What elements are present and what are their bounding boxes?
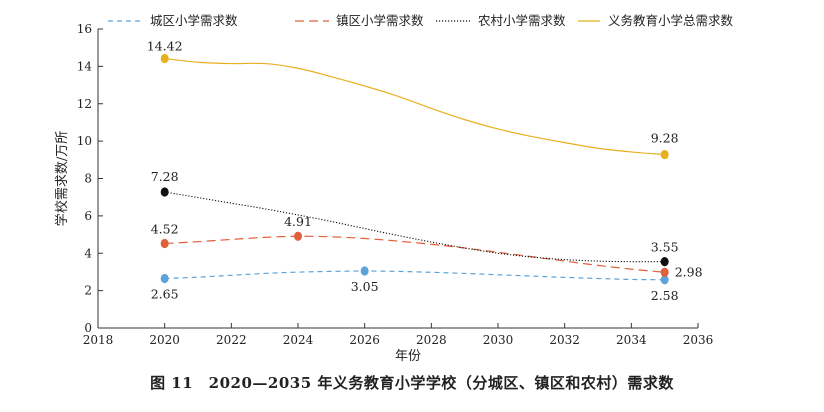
data-point bbox=[294, 231, 302, 241]
data-label: 2.98 bbox=[675, 264, 703, 279]
x-tick-label: 2026 bbox=[349, 333, 380, 347]
series-line-1 bbox=[164, 235, 665, 273]
data-label: 9.28 bbox=[651, 131, 679, 146]
series-group: 2.65 3.05 2.58 4.52 4.91 2.98 7.28 3.55 14.42 9.2… bbox=[147, 39, 703, 303]
data-label: 2.58 bbox=[651, 288, 679, 303]
data-label: 7.28 bbox=[151, 169, 179, 184]
legend-label: 镇区小学需求数 bbox=[336, 13, 424, 28]
y-tick-label: 10 bbox=[77, 134, 92, 148]
x-tick-label: 2032 bbox=[549, 333, 580, 347]
x-tick-label: 2034 bbox=[616, 333, 647, 347]
x-tick-label: 2018 bbox=[83, 333, 114, 347]
data-point bbox=[660, 149, 669, 160]
y-tick-label: 12 bbox=[77, 97, 92, 111]
data-label: 3.05 bbox=[351, 279, 379, 294]
legend-label: 城区小学需求数 bbox=[150, 13, 238, 28]
x-tick-label: 2028 bbox=[416, 333, 447, 347]
data-point bbox=[160, 53, 169, 64]
y-tick-label: 0 bbox=[84, 321, 92, 335]
axes: 0 2 4 6 8 10 12 14 16 2018 2020 2022 2024 2026 2028 203… bbox=[77, 22, 714, 347]
data-point bbox=[360, 266, 369, 276]
legend: 城区小学需求数 镇区小学需求数 农村小学需求数 义务教育小学总需求数 bbox=[108, 13, 734, 28]
data-point bbox=[660, 275, 669, 285]
data-point bbox=[160, 238, 169, 249]
legend-label: 义务教育小学总需求数 bbox=[608, 13, 734, 28]
x-tick-label: 2024 bbox=[283, 333, 314, 347]
data-point bbox=[660, 257, 669, 267]
series-line-0 bbox=[164, 270, 665, 281]
y-axis-label: 学校需求数/万所 bbox=[54, 131, 70, 226]
series-line-3 bbox=[164, 57, 665, 156]
y-tick-label: 8 bbox=[84, 172, 92, 186]
x-tick-label: 2022 bbox=[216, 333, 247, 347]
y-tick-label: 4 bbox=[84, 246, 92, 260]
x-tick-label: 2036 bbox=[683, 333, 714, 347]
series-line-2 bbox=[164, 191, 665, 263]
data-point bbox=[660, 267, 669, 277]
data-label: 4.52 bbox=[151, 222, 179, 237]
figure-caption: 图 11 2020—2035 年义务教育小学学校（分城区、镇区和农村）需求数 bbox=[150, 374, 674, 392]
y-tick-label: 6 bbox=[84, 209, 92, 223]
data-point bbox=[160, 187, 169, 197]
y-tick-label: 2 bbox=[84, 284, 92, 298]
data-point bbox=[160, 273, 169, 284]
x-axis-label: 年份 bbox=[395, 349, 421, 364]
data-label: 2.65 bbox=[151, 286, 179, 301]
x-tick-label: 2030 bbox=[483, 333, 514, 347]
y-tick-label: 14 bbox=[77, 59, 93, 73]
data-label: 4.91 bbox=[284, 214, 312, 229]
data-label: 3.55 bbox=[651, 240, 679, 255]
y-tick-label: 16 bbox=[77, 22, 92, 36]
data-label: 14.42 bbox=[147, 39, 183, 54]
x-tick-label: 2020 bbox=[149, 333, 180, 347]
legend-label: 农村小学需求数 bbox=[478, 13, 566, 28]
